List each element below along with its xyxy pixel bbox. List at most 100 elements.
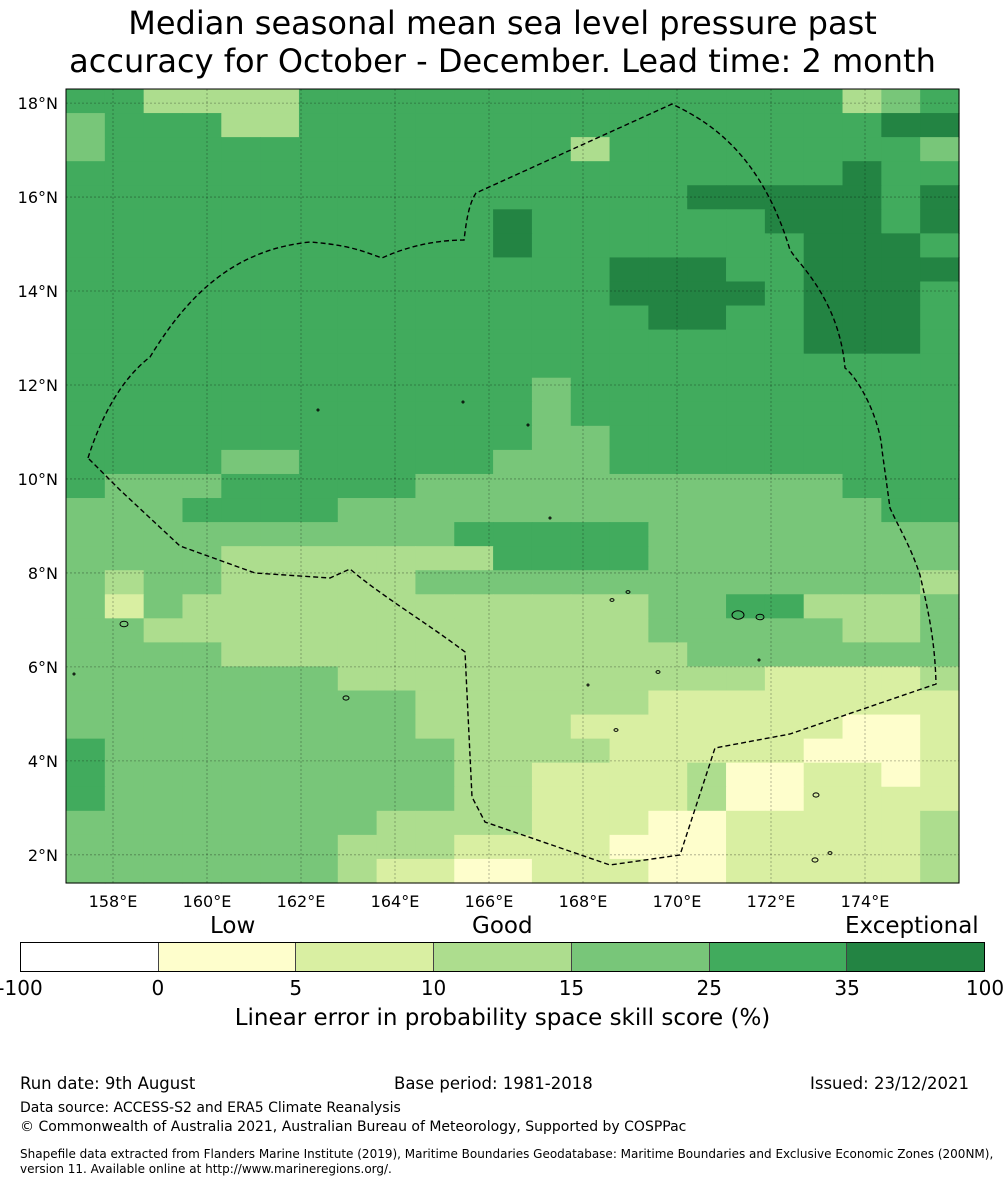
skill-cell [415,762,455,788]
skill-cell [803,329,844,355]
skill-cell [609,858,649,884]
skill-cell [726,185,766,210]
island-outline [655,670,661,674]
skill-cell [337,425,378,451]
skill-cell [66,425,106,451]
lat-tick-label: 16°N [18,188,58,207]
skill-cell [842,690,882,716]
skill-cell [842,714,882,740]
skill-cell [531,89,572,114]
copyright: © Commonwealth of Australia 2021, Austra… [20,1119,687,1135]
skill-cell [454,89,494,114]
skill-cell [376,666,417,692]
skill-cell [842,329,882,355]
skill-cell [531,281,572,307]
skill-cell [376,329,417,355]
skill-cell [881,161,921,186]
skill-cell [726,161,766,186]
skill-cell [531,377,572,403]
skill-cell [337,449,378,475]
skill-cell [221,233,261,259]
skill-cell [143,858,184,884]
skill-cell [143,137,184,162]
skill-cell [143,738,184,764]
skill-cell [298,209,339,234]
skill-cell [687,89,727,114]
skill-cell [687,690,727,716]
skill-cell [570,353,611,379]
skill-cell [881,401,921,427]
island-outline [613,728,619,732]
skill-cell [803,185,844,210]
skill-cell [842,570,882,595]
skill-cell [260,690,300,716]
skill-cell [531,714,572,740]
skill-cell [376,834,417,860]
skill-cell [881,666,921,692]
lat-tick-label: 18°N [18,94,58,113]
island-outline [625,590,631,594]
skill-cell [570,377,611,403]
skill-cell [842,546,882,571]
skill-cell [337,738,378,764]
skill-cell [104,522,145,547]
island-outline [342,695,350,701]
skill-cell [454,498,494,523]
skill-cell [454,401,494,427]
skill-cell [337,281,378,307]
skill-cell [920,714,960,740]
skill-cell [881,185,921,210]
skill-cell [803,377,844,403]
skill-cell [881,834,921,860]
skill-cell [803,522,844,547]
skill-cell [920,89,960,114]
skill-cell [881,425,921,451]
skill-cell [570,209,611,234]
skill-cell [609,522,649,547]
skill-cell [143,377,184,403]
skill-cell [493,473,533,499]
skill-cell [182,209,222,234]
skill-cell [454,137,494,162]
skill-cell [454,762,494,788]
skill-cell [221,113,261,138]
skill-cell [531,786,572,812]
island-outline [461,400,465,404]
skill-cell [764,257,805,283]
skill-cell [298,89,339,114]
skill-cell [454,305,494,331]
skill-cell [104,570,145,595]
skill-cell [298,714,339,740]
skill-cell [920,546,960,571]
lat-tick-label: 12°N [18,376,58,395]
skill-cell [570,810,611,836]
skill-cell [66,618,106,643]
skill-cell [609,618,649,643]
skill-cell [66,401,106,427]
skill-cell [609,257,649,283]
skill-cell [570,449,611,475]
skill-cell [803,137,844,162]
skill-cell [221,425,261,451]
skill-cell [726,834,766,860]
skill-cell [415,594,455,619]
skill-cell [221,810,261,836]
skill-cell [493,714,533,740]
skill-cell [221,281,261,307]
island-outline [757,658,761,662]
skill-cell [842,89,882,114]
skill-cell [531,762,572,788]
colorbar-tick-label: 15 [558,976,585,1000]
skill-cell [803,690,844,716]
skill-cell [764,570,805,595]
skill-cell [648,161,688,186]
skill-cell [143,594,184,619]
skill-cell [104,425,145,451]
skill-cell [104,209,145,234]
skill-cell [764,473,805,499]
skill-cell [726,401,766,427]
skill-cell [143,642,184,668]
skill-cell [531,305,572,331]
skill-cell [221,305,261,331]
colorbar-segment [158,943,297,971]
